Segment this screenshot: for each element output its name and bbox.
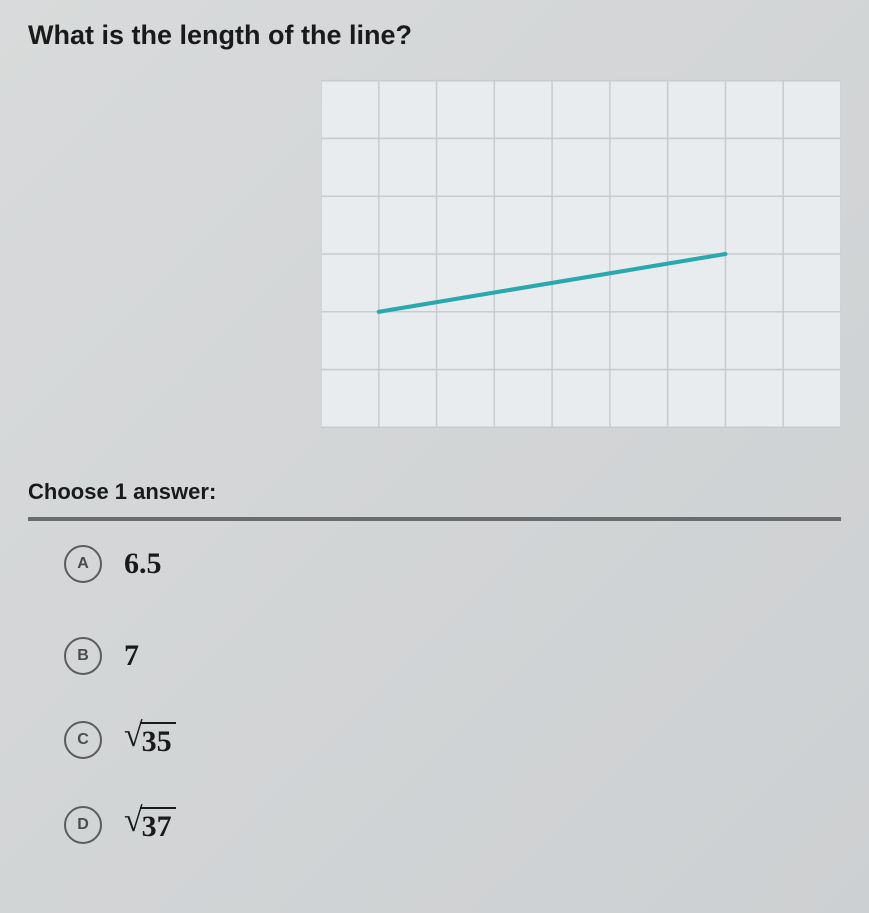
divider bbox=[28, 517, 841, 521]
answer-letter-badge: A bbox=[64, 545, 102, 583]
grid-figure bbox=[321, 79, 841, 429]
choose-answer-label: Choose 1 answer: bbox=[28, 479, 841, 505]
answer-option-c[interactable]: C √35 bbox=[64, 719, 841, 760]
answer-letter-badge: B bbox=[64, 637, 102, 675]
answer-list: A 6.5 B7 C √35 D √37 bbox=[28, 545, 841, 845]
answer-option-a[interactable]: A 6.5 bbox=[64, 545, 841, 583]
answer-option-d[interactable]: D √37 bbox=[64, 804, 841, 845]
figure-container bbox=[28, 79, 841, 429]
answer-letter-badge: C bbox=[64, 721, 102, 759]
answer-text: 6.5 bbox=[124, 547, 162, 581]
sqrt-argument: 35 bbox=[140, 722, 176, 760]
answer-text: 7 bbox=[124, 639, 139, 673]
sqrt-argument: 37 bbox=[140, 807, 176, 845]
answer-letter-badge: D bbox=[64, 806, 102, 844]
answer-option-b[interactable]: B7 bbox=[64, 637, 841, 675]
answer-text: √37 bbox=[124, 804, 176, 845]
answer-text: √35 bbox=[124, 719, 176, 760]
question-title: What is the length of the line? bbox=[28, 20, 841, 51]
